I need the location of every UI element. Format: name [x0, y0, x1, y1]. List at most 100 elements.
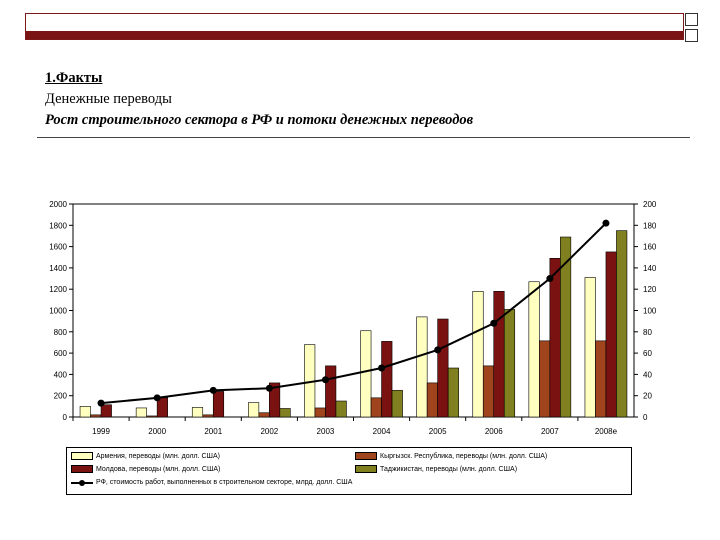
construction-point — [546, 275, 554, 283]
legend-item-tajik: Таджикистан, переводы (млн. долл. США) — [355, 465, 517, 473]
legend-item-moldova: Молдова, переводы (млн. долл. США) — [71, 465, 220, 473]
legend-swatch-moldova — [71, 465, 93, 473]
x-tick-label: 2000 — [148, 427, 166, 436]
header-band — [26, 31, 683, 39]
x-tick-label: 2004 — [373, 427, 391, 436]
x-tick-label: 2006 — [485, 427, 503, 436]
y-right-tick-label: 20 — [643, 392, 652, 401]
y-left-tick-label: 1400 — [49, 264, 67, 273]
legend-label-tajik: Таджикистан, переводы (млн. долл. США) — [380, 465, 518, 473]
y-left-tick-label: 200 — [54, 392, 68, 401]
x-tick-label: 2005 — [429, 427, 447, 436]
construction-point — [153, 394, 161, 402]
heading-divider — [37, 137, 690, 138]
construction-point — [602, 219, 610, 227]
bar-moldova — [100, 404, 112, 418]
slide-header-frame — [25, 13, 684, 40]
x-tick-label: 2002 — [260, 427, 278, 436]
y-left-tick-label: 1200 — [49, 285, 67, 294]
bar-kyrgyz — [146, 415, 158, 418]
bar-tajik — [560, 236, 572, 418]
bar-tajik — [279, 408, 291, 418]
y-right-tick-label: 200 — [643, 200, 657, 209]
y-left-tick-label: 400 — [54, 370, 68, 379]
bar-tajik — [335, 400, 347, 418]
corner-squares — [685, 13, 701, 45]
y-right-tick-label: 160 — [643, 243, 657, 252]
slide-heading: 1.Факты Денежные переводы Рост строитель… — [45, 68, 473, 131]
y-right-tick-label: 120 — [643, 285, 657, 294]
legend-item-kyrgyz: Кыргызск. Республика, переводы (млн. дол… — [355, 452, 547, 460]
x-tick-label: 1999 — [92, 427, 110, 436]
bar-armenia — [416, 316, 428, 418]
bar-tajik — [503, 309, 516, 418]
y-right-tick-label: 100 — [643, 307, 657, 316]
y-left-tick-label: 1000 — [49, 307, 67, 316]
construction-point — [265, 384, 273, 392]
bar-moldova — [212, 391, 225, 418]
bar-armenia — [79, 406, 91, 418]
legend-swatch-tajik — [355, 465, 377, 473]
legend-label-armenia: Армения, переводы (млн. долл. США) — [96, 452, 220, 460]
bar-tajik — [391, 390, 403, 418]
bar-moldova — [269, 382, 281, 418]
bar-kyrgyz — [595, 340, 607, 418]
bar-tajik — [447, 367, 459, 418]
heading-line-1: 1.Факты — [45, 70, 103, 86]
bar-kyrgyz — [426, 382, 438, 418]
construction-point — [378, 364, 386, 372]
bar-armenia — [528, 281, 540, 418]
bar-armenia — [360, 330, 372, 418]
bar-kyrgyz — [258, 412, 270, 418]
y-left-tick-label: 800 — [54, 328, 68, 337]
bar-moldova — [549, 258, 561, 418]
chart-legend: Армения, переводы (млн. долл. США) Кыргы… — [66, 447, 632, 495]
legend-item-construction: РФ, стоимость работ, выполненных в строи… — [71, 479, 352, 486]
y-left-tick-label: 0 — [63, 413, 68, 422]
heading-line-2: Денежные переводы — [45, 91, 172, 107]
legend-swatch-armenia — [71, 452, 93, 460]
corner-square — [685, 29, 698, 42]
bar-kyrgyz — [482, 365, 495, 418]
legend-swatch-construction — [71, 479, 93, 486]
bar-kyrgyz — [90, 414, 102, 418]
construction-point — [490, 319, 498, 327]
y-right-tick-label: 40 — [643, 370, 652, 379]
y-right-tick-label: 180 — [643, 221, 657, 230]
bar-kyrgyz — [314, 407, 326, 418]
bar-armenia — [584, 277, 596, 418]
bar-armenia — [191, 407, 204, 418]
x-tick-label: 2008e — [595, 427, 618, 436]
y-right-tick-label: 60 — [643, 349, 652, 358]
corner-square — [685, 13, 698, 26]
legend-swatch-kyrgyz — [355, 452, 377, 460]
y-left-tick-label: 600 — [54, 349, 68, 358]
construction-point — [97, 399, 105, 407]
legend-label-kyrgyz: Кыргызск. Республика, переводы (млн. дол… — [380, 452, 548, 460]
legend-item-armenia: Армения, переводы (млн. долл. США) — [71, 452, 220, 460]
construction-point — [209, 386, 217, 394]
bar-armenia — [472, 291, 484, 418]
heading-line-3: Рост строительного сектора в РФ и потоки… — [45, 112, 474, 128]
bar-kyrgyz — [539, 340, 551, 418]
legend-label-construction: РФ, стоимость работ, выполненных в строи… — [96, 479, 353, 486]
y-right-tick-label: 80 — [643, 328, 652, 337]
bar-kyrgyz — [370, 397, 382, 418]
legend-label-moldova: Молдова, переводы (млн. долл. США) — [96, 465, 221, 473]
y-left-tick-label: 1600 — [49, 243, 67, 252]
construction-point — [434, 346, 442, 354]
bar-armenia — [248, 402, 260, 418]
bar-kyrgyz — [202, 414, 214, 418]
y-left-tick-label: 1800 — [49, 221, 67, 230]
construction-line — [100, 222, 607, 405]
bar-tajik — [616, 230, 628, 418]
bar-moldova — [493, 291, 505, 418]
y-right-tick-label: 140 — [643, 264, 657, 273]
bar-moldova — [605, 251, 617, 418]
x-tick-label: 2007 — [541, 427, 559, 436]
y-left-tick-label: 2000 — [49, 200, 67, 209]
bar-armenia — [135, 407, 147, 418]
x-tick-label: 2003 — [317, 427, 335, 436]
x-tick-label: 2001 — [204, 427, 222, 436]
